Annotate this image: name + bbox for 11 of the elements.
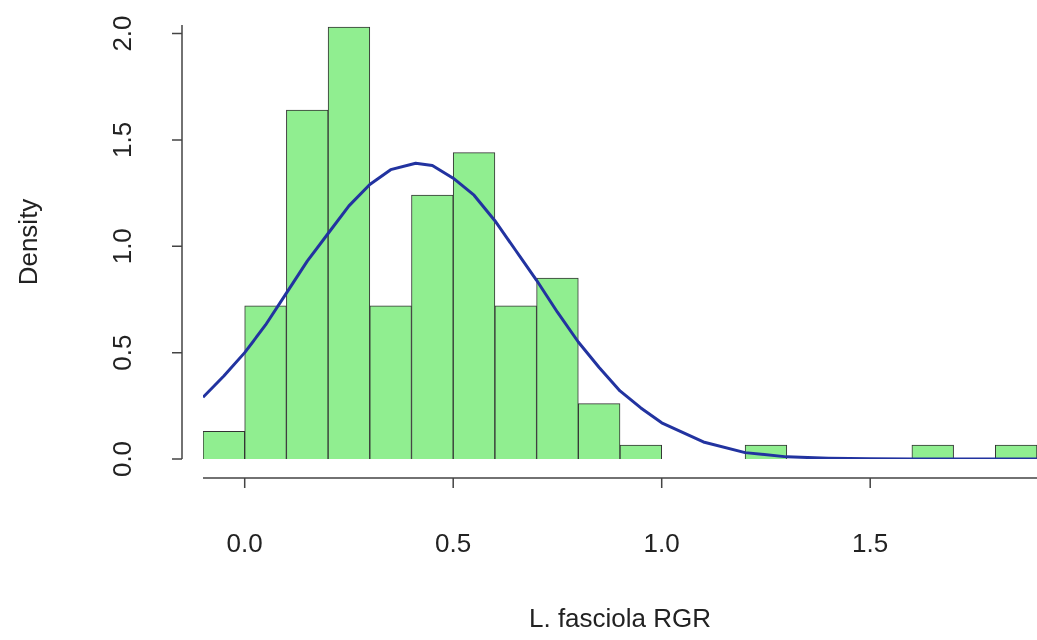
- x-axis-title: L. fasciola RGR: [528, 603, 712, 634]
- x-tick-label: 1.0: [643, 528, 680, 559]
- x-tick-label: 0.5: [435, 528, 472, 559]
- y-tick-label: 1.0: [107, 228, 138, 265]
- x-tick-label: 1.5: [852, 528, 889, 559]
- y-axis-title: Density: [13, 198, 44, 286]
- x-tick-label: 0.0: [226, 528, 263, 559]
- y-tick-label: 1.5: [107, 121, 138, 158]
- y-tick-label: 0.5: [107, 334, 138, 371]
- y-tick-label: 2.0: [107, 15, 138, 52]
- y-tick-label: 0.0: [107, 440, 138, 478]
